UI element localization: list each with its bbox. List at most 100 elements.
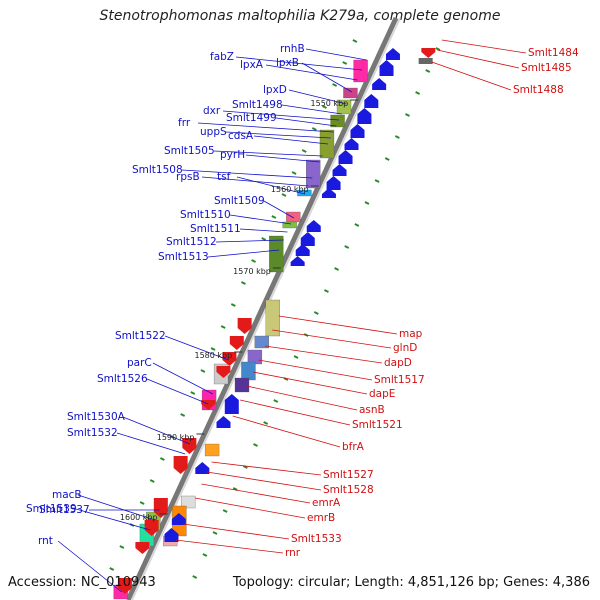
gc-dot (364, 201, 370, 205)
gene-label-right: Smlt1528 (323, 484, 374, 496)
accession-footer: Accession: NC_010943 (8, 575, 156, 590)
leader-line (441, 39, 527, 54)
gene-arrow-forward (306, 220, 321, 232)
gc-dot (342, 61, 348, 65)
gene-label-right: asnB (359, 404, 385, 416)
gene-label-right: Smlt1521 (352, 419, 403, 431)
leader-line (206, 471, 322, 491)
leader-line (222, 110, 340, 121)
gene-label-left: Smlt1522 (115, 330, 166, 342)
leader-line (246, 385, 358, 411)
gene-arrow-forward (350, 124, 365, 138)
gene-label-right: Smlt1488 (513, 84, 564, 96)
gc-dot (435, 47, 441, 51)
gc-dot (210, 347, 216, 351)
accession-value: NC_010943 (80, 575, 156, 590)
gc-dot (405, 113, 410, 117)
gene-arrow-reverse (117, 578, 132, 594)
gc-dot (344, 245, 350, 249)
feature-box (234, 377, 250, 393)
gene-arrow-forward (344, 138, 359, 150)
leader-line (197, 122, 334, 133)
feature-box (180, 495, 196, 509)
gc-dot (352, 39, 358, 43)
gc-dot (271, 215, 277, 219)
gene-label-left: macB (52, 489, 82, 501)
tick-label: 1590 kbp (157, 433, 195, 442)
gene-label-left: uppS (200, 126, 227, 138)
gene-label-right: Smlt1517 (374, 374, 425, 386)
gc-dot (119, 545, 125, 549)
leader-line (207, 249, 280, 258)
gc-dot (230, 303, 236, 307)
right-gene-labels: Smlt1484 Smlt1485 Smlt1488 map glnD dapD Smlt1… (285, 47, 579, 559)
gene-label-left: tsf (217, 171, 231, 183)
gene-label-left: parC (127, 357, 152, 369)
gc-dot (212, 531, 218, 535)
feature-box (282, 221, 297, 229)
leader-line (431, 61, 512, 91)
gc-dot (354, 223, 360, 227)
leader-line (301, 62, 353, 93)
leader-line (240, 399, 351, 426)
gene-label-right: dapD (384, 357, 412, 369)
gene-arrow-reverse (222, 352, 237, 366)
gene-label-right: Smlt1484 (528, 47, 579, 59)
gene-label-left: Smlt1512 (166, 236, 217, 248)
leader-line (122, 416, 190, 445)
gene-arrow-forward (216, 416, 231, 428)
leader-line (253, 135, 329, 145)
gene-label-left: cdsA (228, 130, 254, 142)
gene-arrow-forward (321, 188, 336, 198)
leader-line (213, 150, 323, 157)
gene-label-left: Smlt1530A (67, 411, 126, 423)
gene-arrow-forward (379, 60, 394, 76)
gc-dot (322, 105, 327, 109)
gc-dot (261, 237, 267, 241)
leader-line (278, 315, 398, 335)
leader-line (437, 49, 520, 69)
feature-box (254, 335, 269, 349)
gene-arrow-forward (164, 528, 179, 542)
leader-line (258, 359, 373, 381)
gc-dot (273, 399, 279, 403)
gene-label-right: glnD (393, 342, 417, 354)
gene-label-left: Smlt1498 (232, 99, 283, 111)
feature-box (204, 443, 220, 457)
leader-line (264, 345, 383, 364)
gene-label-right: emrA (312, 497, 341, 509)
leader-line (116, 432, 186, 455)
leader-line (263, 200, 295, 219)
gene-label-right: Smlt1485 (521, 62, 572, 74)
gc-dot (149, 479, 155, 483)
gene-arrow-forward (364, 94, 379, 108)
feature-box (353, 59, 368, 83)
gene-label-left: rnt (38, 535, 53, 547)
gene-label-left: lpxD (263, 84, 287, 96)
gc-dot (323, 289, 329, 293)
leader-line (75, 508, 151, 531)
gc-dot (291, 171, 297, 175)
leader-line (164, 335, 229, 361)
leader-line (245, 154, 320, 163)
tick-label: 1600 kbp (120, 513, 158, 522)
gc-dot (415, 91, 421, 95)
gene-arrow-reverse (135, 542, 150, 554)
leader-line (225, 131, 331, 139)
gene-arrow-forward (171, 513, 186, 525)
gene-label-right: map (399, 328, 423, 340)
gene-label-left: Smlt1537 (39, 504, 90, 516)
gene-label-left: fabZ (210, 51, 234, 63)
gene-label-left: Smlt1509 (214, 195, 265, 207)
gene-label-right: dapE (369, 388, 395, 400)
gc-dot (313, 311, 319, 315)
tick-label: 1570 kbp (233, 267, 271, 276)
scale-ticks: 1550 kbp 1560 kbp 1570 kbp 1580 kbp 1590 kbp… (120, 99, 359, 522)
gene-track (117, 48, 436, 594)
gc-dot (311, 127, 317, 131)
feature-box (306, 159, 321, 189)
gene-arrow-forward (385, 48, 400, 60)
gene-label-right: Smlt1527 (323, 469, 374, 481)
gc-dot (109, 567, 115, 571)
